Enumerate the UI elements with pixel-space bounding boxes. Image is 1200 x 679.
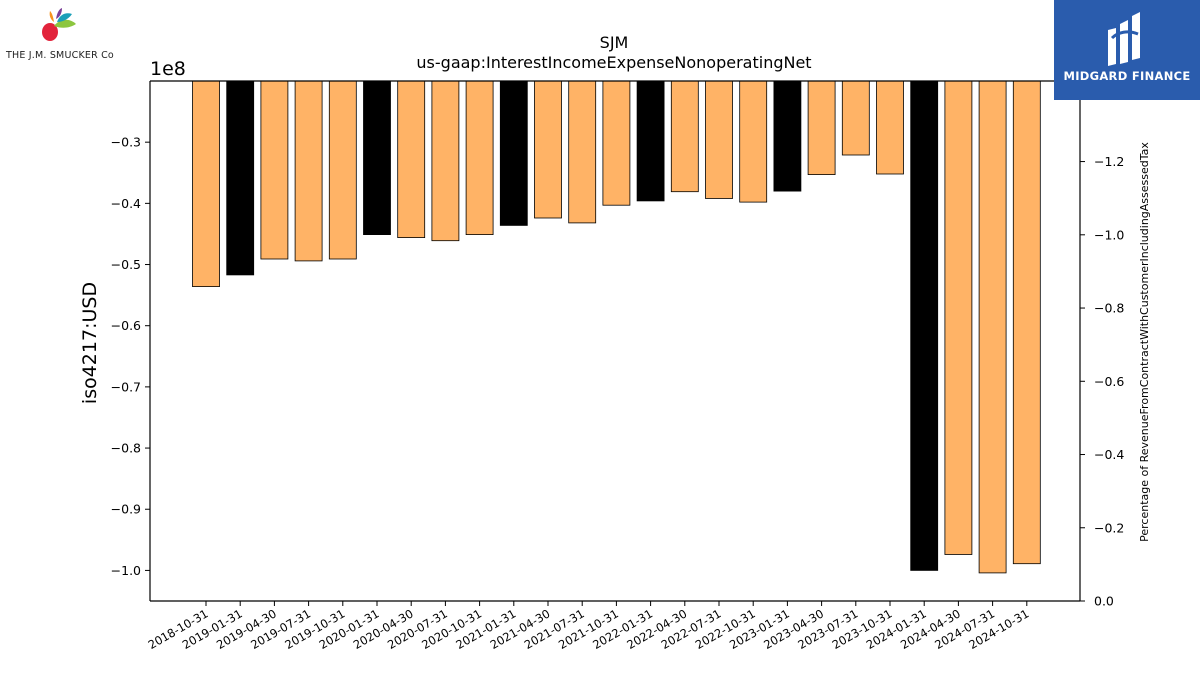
bar-2019-10-31 (328, 80, 357, 260)
bar-2023-04-30 (807, 80, 836, 175)
y-tick-label: −1.0 (111, 563, 141, 578)
y2-tick-label: −1.0 (1094, 227, 1124, 242)
bar-2021-01-31 (499, 80, 528, 226)
y2-tick-label: −0.6 (1094, 374, 1124, 389)
y-tick-label: −0.8 (111, 441, 141, 456)
smucker-logo: THE J.M. SMUCKER Co (4, 4, 124, 66)
y2-tick-label: −1.2 (1094, 154, 1124, 169)
bar-2022-07-31 (705, 80, 733, 199)
bar-2019-04-30 (260, 80, 289, 260)
y2-tick-label: −0.8 (1094, 301, 1124, 316)
y2-axis-ticks: −1.2 −1.0 −0.8 −0.6 −0.4 −0.2 0.0 (1080, 154, 1124, 609)
bar-2018-10-31 (192, 80, 220, 288)
chart-title: SJM (600, 33, 629, 52)
y2-tick-label: 0.0 (1094, 594, 1114, 609)
bar-2024-10-31 (1012, 80, 1041, 565)
bar-2021-07-31 (568, 80, 597, 224)
y-tick-label: −0.6 (111, 318, 141, 333)
x-axis-ticks: 2018-10-312019-01-312019-04-302019-07-31… (146, 601, 1031, 652)
y2-axis-label: Percentage of RevenueFromContractWithCus… (1138, 142, 1151, 542)
y-tick-label: −0.3 (111, 135, 141, 150)
y-tick-label: −0.5 (111, 257, 141, 272)
bar-2020-04-30 (397, 80, 426, 239)
y-tick-label: −0.9 (111, 502, 141, 517)
bar-2020-10-31 (465, 80, 494, 236)
bar-2023-07-31 (841, 80, 870, 156)
bar-2019-07-31 (294, 80, 323, 262)
y-scale-label: 1e8 (150, 58, 186, 80)
bar-2021-04-30 (534, 80, 562, 219)
bar-2022-10-31 (739, 80, 768, 203)
midgard-mark-icon (1108, 12, 1140, 66)
y-tick-label: −0.4 (111, 196, 141, 211)
y-axis-ticks: −0.3 −0.4 −0.5 −0.6 −0.7 −0.8 −0.9 −1.0 (111, 135, 150, 578)
bar-2022-04-30 (670, 80, 699, 193)
y-axis-label: iso4217:USD (79, 282, 101, 404)
bar-2024-07-31 (978, 80, 1007, 574)
bar-group (192, 80, 1041, 574)
bar-2020-07-31 (431, 80, 460, 242)
bar-2023-10-31 (876, 80, 904, 175)
bar-2019-01-31 (226, 80, 255, 276)
bar-2024-01-31 (910, 80, 939, 571)
bar-2022-01-31 (636, 80, 665, 202)
bar-2023-01-31 (773, 80, 802, 192)
smucker-logo-text: THE J.M. SMUCKER Co (6, 50, 114, 61)
bar-2024-04-30 (944, 80, 973, 555)
y-tick-label: −0.7 (111, 379, 141, 394)
chart-subtitle: us-gaap:InterestIncomeExpenseNonoperatin… (416, 53, 811, 72)
bar-2020-01-31 (363, 80, 391, 236)
midgard-logo: MIDGARD FINANCE (1054, 0, 1200, 100)
bar-2021-10-31 (602, 80, 631, 206)
y2-tick-label: −0.2 (1094, 520, 1124, 535)
y2-tick-label: −0.4 (1094, 447, 1124, 462)
fruit-logo-icon (42, 8, 76, 41)
midgard-logo-text: MIDGARD FINANCE (1063, 69, 1191, 83)
